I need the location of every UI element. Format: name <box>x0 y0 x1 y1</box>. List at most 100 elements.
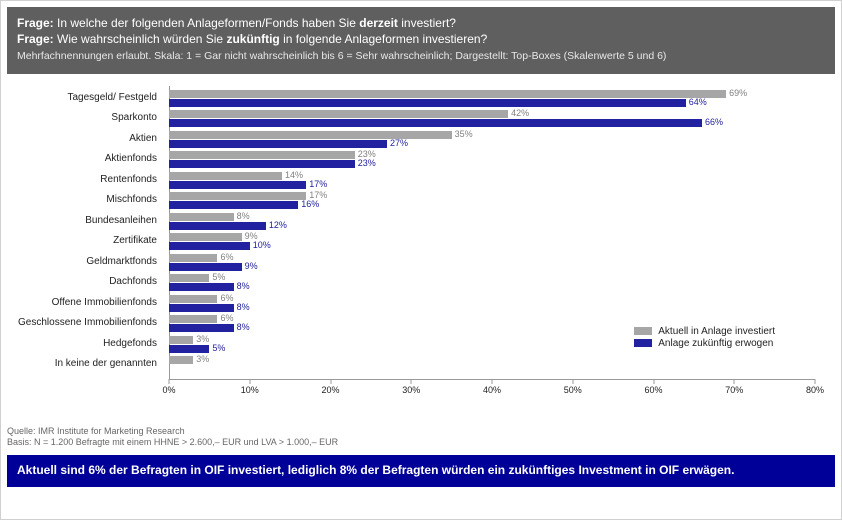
category-label: Mischfonds <box>7 194 163 205</box>
bar <box>169 90 726 98</box>
question-1: Frage: In welche der folgenden Anlagefor… <box>17 15 825 31</box>
source-line-2: Basis: N = 1.200 Befragte mit einem HHNE… <box>7 437 835 449</box>
q2-label: Frage: <box>17 32 54 46</box>
bar-value-label: 5% <box>212 272 225 282</box>
question-header: Frage: In welche der folgenden Anlagefor… <box>7 7 835 74</box>
x-tick-label: 0% <box>162 385 175 422</box>
category-label: Aktienfonds <box>7 153 163 164</box>
bar-chart: Tagesgeld/ Festgeld69%64%Sparkonto42%66%… <box>7 82 835 422</box>
bar-value-label: 3% <box>196 354 209 364</box>
x-tick-label: 80% <box>806 385 824 422</box>
x-tick-label: 40% <box>483 385 501 422</box>
category-label: Bundesanleihen <box>7 215 163 226</box>
bar <box>169 131 452 139</box>
bar <box>169 201 298 209</box>
bar <box>169 274 209 282</box>
x-tick-label: 30% <box>402 385 420 422</box>
category-label: Aktien <box>7 133 163 144</box>
bar <box>169 192 306 200</box>
bar <box>169 181 306 189</box>
bar-value-label: 6% <box>220 293 233 303</box>
bar <box>169 213 234 221</box>
bar <box>169 172 282 180</box>
legend-item: Aktuell in Anlage investiert <box>634 326 775 337</box>
bar-value-label: 23% <box>358 158 376 168</box>
bar <box>169 336 193 344</box>
source-line-1: Quelle: IMR Institute for Marketing Rese… <box>7 426 835 438</box>
bar-value-label: 17% <box>309 179 327 189</box>
category-label: Zertifikate <box>7 235 163 246</box>
bar-value-label: 3% <box>196 334 209 344</box>
legend-swatch <box>634 327 652 335</box>
bar-value-label: 8% <box>237 302 250 312</box>
legend: Aktuell in Anlage investiertAnlage zukün… <box>634 325 775 350</box>
source-text: Quelle: IMR Institute for Marketing Rese… <box>7 426 835 449</box>
bar <box>169 283 234 291</box>
key-finding-footer: Aktuell sind 6% der Befragten in OIF inv… <box>7 455 835 487</box>
bar <box>169 160 355 168</box>
category-label: Sparkonto <box>7 112 163 123</box>
bar <box>169 254 217 262</box>
bar-value-label: 14% <box>285 170 303 180</box>
chart-row: Sparkonto 42% 66% <box>7 108 835 128</box>
bar-value-label: 66% <box>705 117 723 127</box>
q1-bold: derzeit <box>359 16 398 30</box>
bar <box>169 315 217 323</box>
x-tick-label: 60% <box>644 385 662 422</box>
bar <box>169 324 234 332</box>
category-label: In keine der genannten <box>7 358 163 369</box>
bar-value-label: 8% <box>237 281 250 291</box>
bar-value-label: 5% <box>212 343 225 353</box>
question-2: Frage: Wie wahrscheinlich würden Sie zuk… <box>17 31 825 47</box>
bar <box>169 304 234 312</box>
bar <box>169 233 242 241</box>
x-tick-label: 50% <box>564 385 582 422</box>
bar <box>169 110 508 118</box>
slide-container: Frage: In welche der folgenden Anlagefor… <box>0 0 842 520</box>
chart-row: Bundesanleihen8%12% <box>7 211 835 231</box>
chart-row: Zertifikate9%10% <box>7 231 835 251</box>
bar <box>169 345 209 353</box>
bar <box>169 140 387 148</box>
chart-row: Aktienfonds23%23% <box>7 149 835 169</box>
bar <box>169 151 355 159</box>
bar-value-label: 35% <box>455 129 473 139</box>
category-label: Geschlossene Immobilienfonds <box>7 317 163 328</box>
bar <box>169 295 217 303</box>
bar-value-label: 6% <box>220 313 233 323</box>
category-label: Geldmarktfonds <box>7 256 163 267</box>
chart-row: Dachfonds 5% 8% <box>7 272 835 292</box>
bar-value-label: 6% <box>220 252 233 262</box>
chart-row: Tagesgeld/ Festgeld69%64% <box>7 88 835 108</box>
chart-row: In keine der genannten 3% <box>7 354 835 374</box>
bar-value-label: 8% <box>237 211 250 221</box>
bar-value-label: 16% <box>301 199 319 209</box>
question-subtext: Mehrfachnennungen erlaubt. Skala: 1 = Ga… <box>17 49 825 63</box>
chart-row: Rentenfonds14%17% <box>7 170 835 190</box>
q2-text-b: in folgende Anlageformen investieren? <box>280 32 487 46</box>
category-label: Dachfonds <box>7 276 163 287</box>
chart-row: Offene Immobilienfonds6%8% <box>7 293 835 313</box>
legend-label: Anlage zukünftig erwogen <box>658 338 773 349</box>
legend-item: Anlage zukünftig erwogen <box>634 338 775 349</box>
bar <box>169 119 702 127</box>
chart-row: Geldmarktfonds 6% 9% <box>7 252 835 272</box>
bar <box>169 263 242 271</box>
bar <box>169 99 686 107</box>
bar-value-label: 10% <box>253 240 271 250</box>
category-label: Tagesgeld/ Festgeld <box>7 92 163 103</box>
x-tick-label: 20% <box>321 385 339 422</box>
chart-row: Mischfonds17%16% <box>7 190 835 210</box>
bar-value-label: 8% <box>237 322 250 332</box>
q1-text-b: investiert? <box>398 16 456 30</box>
bar-value-label: 69% <box>729 88 747 98</box>
bar <box>169 242 250 250</box>
category-label: Hedgefonds <box>7 338 163 349</box>
bar-value-label: 9% <box>245 261 258 271</box>
legend-swatch <box>634 339 652 347</box>
bar-value-label: 42% <box>511 108 529 118</box>
q2-bold: zukünftig <box>226 32 279 46</box>
x-tick-label: 70% <box>725 385 743 422</box>
bar <box>169 222 266 230</box>
bar <box>169 356 193 364</box>
